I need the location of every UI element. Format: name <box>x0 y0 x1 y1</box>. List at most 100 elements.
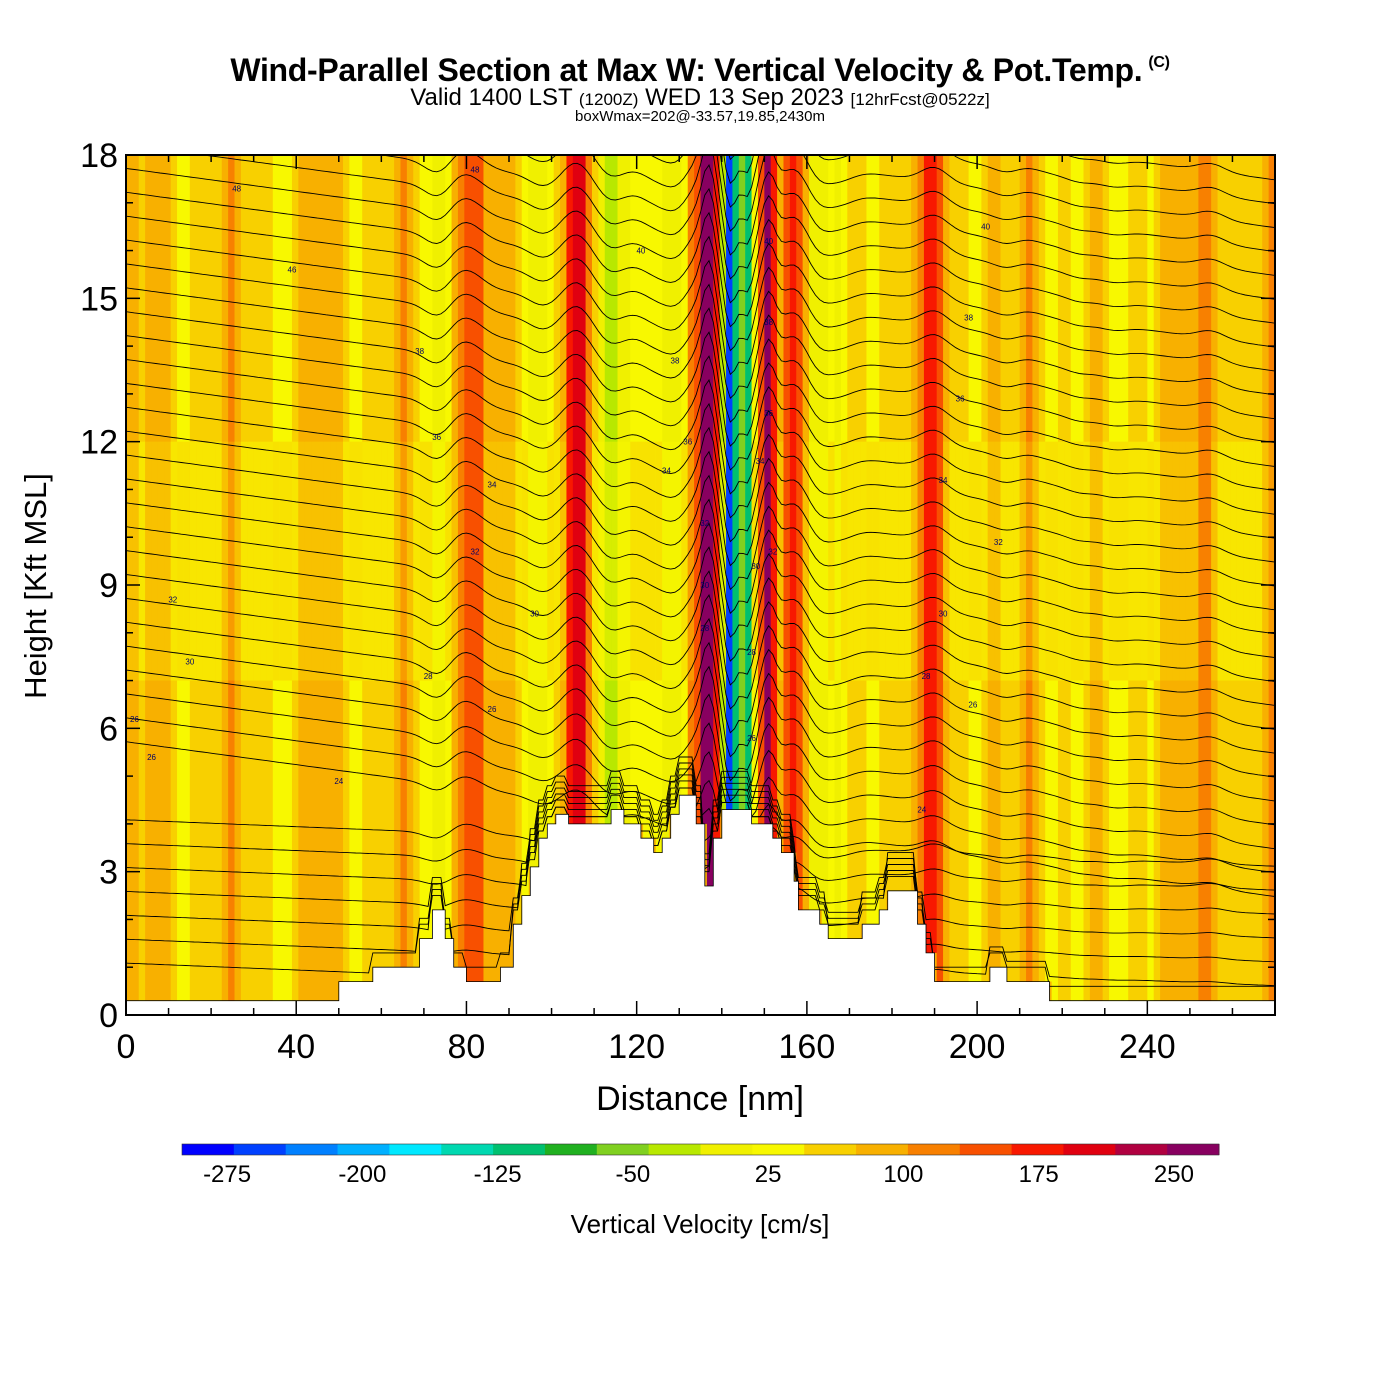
colorbar-swatch <box>1115 1144 1168 1155</box>
field-band <box>955 441 963 681</box>
isentrope-line <box>728 155 1275 181</box>
field-band <box>674 441 682 681</box>
box-wmax-text: boxWmax=202@-33.57,19.85,2430m <box>575 108 825 125</box>
field-band <box>1153 441 1161 681</box>
colorbar-tick-label: 175 <box>1019 1161 1059 1188</box>
colorbar-swatch <box>1167 1144 1220 1155</box>
field-band <box>1115 441 1123 681</box>
field-band <box>413 441 421 681</box>
isentrope-label: 36 <box>956 395 965 404</box>
isentrope-label: 40 <box>764 237 773 246</box>
field-band <box>177 441 185 681</box>
field-band <box>911 441 919 681</box>
field-band <box>221 441 229 681</box>
isentrope-line <box>649 155 1275 229</box>
field-band <box>892 441 899 681</box>
field-band <box>496 441 504 681</box>
field-band <box>1249 441 1257 681</box>
field-column <box>566 155 574 824</box>
field-column <box>1198 155 1206 1001</box>
field-band <box>898 441 906 681</box>
field-band <box>189 441 197 681</box>
field-band <box>419 441 427 681</box>
field-band <box>1134 441 1142 681</box>
field-column <box>572 155 580 824</box>
isentrope-label: 30 <box>751 562 760 571</box>
isentrope-line <box>126 787 1275 867</box>
colorbar-tick-label: 25 <box>755 1161 782 1188</box>
field-band <box>1057 441 1065 681</box>
field-band <box>138 441 146 681</box>
field-column <box>726 155 734 810</box>
field-band <box>311 441 319 681</box>
field-band <box>349 441 357 681</box>
field-band <box>1032 441 1040 681</box>
isentrope-line <box>126 311 1275 467</box>
x-tick-label: 0 <box>117 1028 136 1066</box>
field-band <box>540 441 548 681</box>
field-band <box>617 441 625 681</box>
field-band <box>151 441 159 681</box>
field-band <box>285 441 293 681</box>
field-column <box>764 155 772 824</box>
x-tick-label: 240 <box>1119 1028 1176 1066</box>
field-band <box>304 441 312 681</box>
y-tick-label: 12 <box>80 424 118 462</box>
field-band <box>1026 441 1034 681</box>
field-band <box>1102 441 1110 681</box>
field-column <box>694 155 702 824</box>
colorbar-label: Vertical Velocity [cm/s] <box>571 1209 830 1239</box>
field-band <box>426 441 433 681</box>
x-tick-label: 200 <box>949 1028 1006 1066</box>
field-band <box>445 441 453 681</box>
valid-local-time: Valid 1400 LST <box>410 84 573 111</box>
field-band <box>1000 441 1008 681</box>
colorbar-swatch <box>1011 1144 1064 1155</box>
field-band <box>387 441 395 681</box>
field-band <box>1083 441 1091 681</box>
isentrope-label: 34 <box>756 457 765 466</box>
colorbar-swatch <box>648 1144 701 1155</box>
isentrope-line <box>126 382 1275 539</box>
isentrope-label: 26 <box>488 705 497 714</box>
field-band <box>183 441 191 681</box>
field-column <box>738 155 746 810</box>
field-band <box>164 441 172 681</box>
field-band <box>400 441 408 681</box>
terrain-mask <box>125 794 1276 1016</box>
box-wmax-line: boxWmax=202@-33.57,19.85,2430m <box>0 108 1400 125</box>
field-band <box>547 441 555 681</box>
isentrope-line <box>126 454 1275 611</box>
field-band <box>355 441 363 681</box>
colorbar-tick-label: -200 <box>338 1161 386 1188</box>
field-column <box>783 155 791 853</box>
field-band <box>655 441 663 681</box>
isentrope-line <box>126 191 1275 348</box>
isentrope-line <box>126 756 1275 915</box>
field-band <box>630 441 638 681</box>
field-column <box>732 155 740 810</box>
field-band <box>502 441 510 681</box>
field-band <box>840 441 848 681</box>
field-band <box>636 441 644 681</box>
field-column <box>585 155 593 824</box>
isentrope-label: 32 <box>168 595 177 604</box>
field-band <box>317 441 325 681</box>
colorbar-swatch <box>959 1144 1013 1155</box>
field-band <box>1070 441 1078 681</box>
field-band <box>381 441 389 681</box>
field-band <box>553 441 561 681</box>
field-band <box>1185 441 1193 681</box>
field-band <box>681 441 689 681</box>
field-band <box>879 441 887 681</box>
field-band <box>336 441 344 681</box>
isentrope-line <box>126 574 1275 730</box>
field-band <box>1268 441 1275 681</box>
field-column <box>923 155 931 953</box>
isentrope-line <box>126 167 1275 324</box>
isentrope-line <box>200 155 1275 300</box>
field-band <box>1051 441 1059 681</box>
field-band <box>668 441 676 681</box>
field-column <box>477 155 485 982</box>
isentrope-line <box>126 287 1275 444</box>
